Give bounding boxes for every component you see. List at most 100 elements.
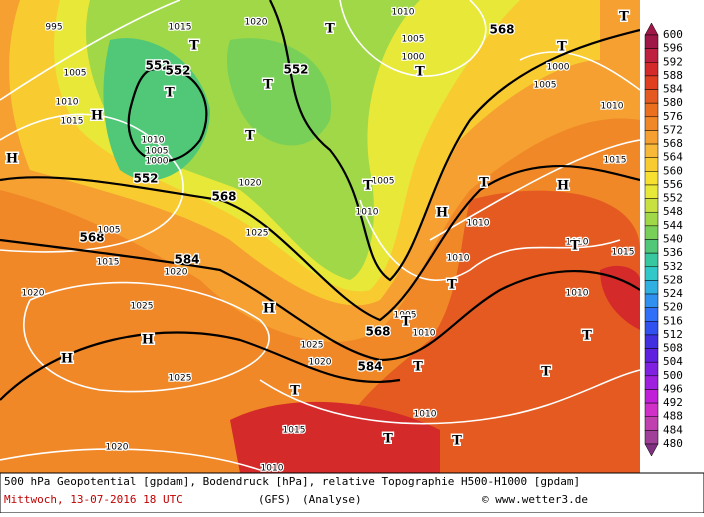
isobar-label: 1010 bbox=[414, 410, 437, 420]
legend-swatch bbox=[644, 116, 659, 131]
isobar-label: 1010 bbox=[261, 464, 284, 474]
isobar-label: 1020 bbox=[106, 443, 129, 453]
legend-swatch bbox=[644, 361, 659, 377]
legend-swatch bbox=[644, 239, 659, 254]
isobar-label: 1025 bbox=[131, 302, 154, 312]
legend-label: 504 bbox=[663, 355, 683, 368]
isobar-label: 1025 bbox=[169, 374, 192, 384]
legend-arrow-bottom bbox=[644, 443, 659, 457]
legend-label: 552 bbox=[663, 192, 683, 205]
isobar-label: 1010 bbox=[413, 329, 436, 339]
isobar-label: 1020 bbox=[239, 179, 262, 189]
isobar-label: 1000 bbox=[402, 53, 425, 63]
legend-label: 564 bbox=[663, 151, 683, 164]
legend-swatch bbox=[644, 334, 659, 349]
high-marker: H bbox=[436, 206, 448, 221]
legend-swatch bbox=[644, 416, 659, 431]
legend-swatch bbox=[644, 102, 659, 118]
legend-label: 512 bbox=[663, 328, 683, 341]
geopotential-label: 552 bbox=[165, 64, 190, 78]
legend-label: 492 bbox=[663, 396, 683, 409]
legend-swatch bbox=[644, 48, 659, 63]
legend-label: 500 bbox=[663, 369, 683, 382]
low-marker: T bbox=[447, 278, 457, 293]
geopotential-contours bbox=[0, 0, 641, 401]
low-marker: T bbox=[263, 78, 273, 93]
isobar-label: 1010 bbox=[447, 254, 470, 264]
legend-label: 520 bbox=[663, 301, 683, 314]
low-marker: T bbox=[245, 129, 255, 144]
legend-swatch bbox=[644, 75, 659, 90]
low-marker: T bbox=[189, 39, 199, 54]
legend-label: 496 bbox=[663, 382, 683, 395]
legend-swatch bbox=[644, 157, 659, 172]
legend-label: 508 bbox=[663, 342, 683, 355]
legend-swatch bbox=[644, 375, 659, 390]
legend-swatch bbox=[644, 143, 659, 158]
low-marker: T bbox=[619, 10, 629, 25]
footer-credit: © www.wetter3.de bbox=[482, 493, 588, 506]
isobar-label: 1015 bbox=[169, 23, 192, 33]
footer-run: (Analyse) bbox=[302, 493, 362, 506]
isobar-label: 1000 bbox=[547, 63, 570, 73]
legend-label: 556 bbox=[663, 178, 683, 191]
isobar-label: 1020 bbox=[309, 358, 332, 368]
legend-swatch bbox=[644, 62, 659, 77]
isobar-label: 1005 bbox=[98, 226, 121, 236]
footer-model: (GFS) bbox=[258, 493, 291, 506]
geopotential-label: 552 bbox=[283, 63, 308, 77]
legend-label: 532 bbox=[663, 260, 683, 273]
legend-swatch bbox=[644, 184, 659, 199]
legend-swatch bbox=[644, 280, 659, 295]
legend-label: 516 bbox=[663, 314, 683, 327]
isobar-label: 1010 bbox=[392, 8, 415, 18]
isobar-label: 1010 bbox=[566, 289, 589, 299]
isobar-label: 1010 bbox=[142, 136, 165, 146]
geopotential-label: 568 bbox=[489, 23, 514, 37]
isobar-label: 1015 bbox=[97, 258, 120, 268]
isobar-label: 1020 bbox=[22, 289, 45, 299]
high-marker: H bbox=[142, 333, 154, 348]
legend-swatch bbox=[644, 34, 659, 49]
legend-swatch bbox=[644, 430, 659, 445]
legend-swatch bbox=[644, 293, 659, 308]
isobar-label: 995 bbox=[45, 23, 62, 33]
legend-swatch bbox=[644, 402, 659, 417]
low-marker: T bbox=[165, 86, 175, 101]
isobar-label: 1010 bbox=[356, 208, 379, 218]
isobar-label: 1005 bbox=[146, 147, 169, 157]
low-marker: T bbox=[290, 384, 300, 399]
isobar-label: 1005 bbox=[64, 69, 87, 79]
legend-label: 548 bbox=[663, 205, 683, 218]
legend-label: 488 bbox=[663, 410, 683, 423]
low-marker: T bbox=[325, 22, 335, 37]
legend-swatch bbox=[644, 130, 659, 145]
geopotential-label: 568 bbox=[211, 190, 236, 204]
legend-swatch bbox=[644, 211, 659, 227]
legend-label: 568 bbox=[663, 137, 683, 150]
legend-label: 592 bbox=[663, 55, 683, 68]
geopotential-label: 552 bbox=[145, 59, 170, 73]
isobar-label: 1010 bbox=[56, 98, 79, 108]
legend-label: 536 bbox=[663, 246, 683, 259]
low-marker: T bbox=[401, 315, 411, 330]
legend-swatch bbox=[644, 171, 659, 186]
legend-label: 584 bbox=[663, 83, 683, 96]
legend-label: 544 bbox=[663, 219, 683, 232]
legend-label: 596 bbox=[663, 42, 683, 55]
low-marker: T bbox=[479, 176, 489, 191]
legend: 6005965925885845805765725685645605565525… bbox=[644, 22, 683, 457]
geopotential-label: 568 bbox=[365, 325, 390, 339]
isobars bbox=[0, 0, 641, 471]
low-marker: T bbox=[415, 65, 425, 80]
isobar-label: 1010 bbox=[566, 238, 589, 248]
isobar-label: 1015 bbox=[61, 117, 84, 127]
footer-date: Mittwoch, 13-07-2016 18 UTC bbox=[4, 493, 183, 506]
isobar-label: 1005 bbox=[372, 177, 395, 187]
legend-label: 600 bbox=[663, 28, 683, 41]
legend-label: 528 bbox=[663, 273, 683, 286]
high-marker: H bbox=[91, 109, 103, 124]
low-marker: T bbox=[413, 360, 423, 375]
